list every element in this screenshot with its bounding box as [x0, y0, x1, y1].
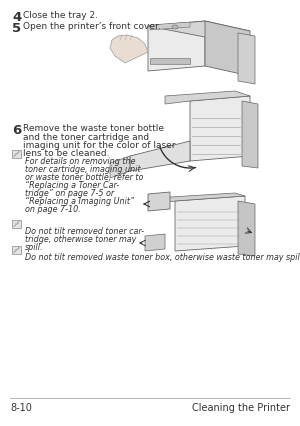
Polygon shape: [242, 102, 258, 169]
Text: “Replacing a Imaging Unit”: “Replacing a Imaging Unit”: [25, 197, 134, 206]
Text: tridge, otherwise toner may: tridge, otherwise toner may: [25, 235, 136, 244]
Text: “Replacing a Toner Car-: “Replacing a Toner Car-: [25, 181, 119, 190]
Text: 5: 5: [12, 22, 21, 35]
Polygon shape: [148, 22, 205, 72]
Text: Open the printer’s front cover.: Open the printer’s front cover.: [23, 22, 161, 31]
Text: Do not tilt removed toner car-: Do not tilt removed toner car-: [25, 227, 144, 236]
Polygon shape: [205, 22, 250, 77]
Polygon shape: [148, 22, 250, 39]
Text: 6: 6: [12, 124, 21, 137]
Text: spill.: spill.: [25, 242, 44, 252]
FancyBboxPatch shape: [12, 246, 21, 255]
Polygon shape: [190, 97, 250, 161]
Polygon shape: [130, 142, 190, 172]
FancyBboxPatch shape: [12, 150, 21, 159]
Text: 4: 4: [12, 11, 21, 24]
Polygon shape: [148, 193, 170, 211]
Text: Cleaning the Printer: Cleaning the Printer: [192, 402, 290, 412]
Polygon shape: [238, 201, 255, 256]
Text: Do not tilt removed waste toner box, otherwise waste toner may spill.: Do not tilt removed waste toner box, oth…: [25, 253, 300, 262]
Text: For details on removing the: For details on removing the: [25, 157, 136, 166]
Text: tridge” on page 7-5 or: tridge” on page 7-5 or: [25, 189, 114, 198]
Polygon shape: [238, 34, 255, 85]
Text: on page 7-10.: on page 7-10.: [25, 205, 81, 214]
Text: imaging unit for the color of laser: imaging unit for the color of laser: [23, 141, 176, 150]
Text: Close the tray 2.: Close the tray 2.: [23, 11, 98, 20]
Polygon shape: [150, 23, 190, 31]
Text: 8-10: 8-10: [10, 402, 32, 412]
Text: and the toner cartridge and: and the toner cartridge and: [23, 132, 149, 141]
Text: Remove the waste toner bottle: Remove the waste toner bottle: [23, 124, 164, 132]
Text: lens to be cleaned.: lens to be cleaned.: [23, 149, 110, 158]
Polygon shape: [110, 36, 148, 64]
FancyBboxPatch shape: [150, 59, 190, 65]
Polygon shape: [175, 196, 245, 251]
Text: toner cartridge, imaging unit: toner cartridge, imaging unit: [25, 165, 141, 174]
Polygon shape: [145, 234, 165, 251]
Text: or waste toner bottle, refer to: or waste toner bottle, refer to: [25, 173, 143, 182]
Polygon shape: [165, 92, 250, 105]
FancyBboxPatch shape: [12, 220, 21, 229]
Polygon shape: [155, 193, 245, 204]
Polygon shape: [110, 157, 130, 178]
Ellipse shape: [172, 26, 178, 30]
